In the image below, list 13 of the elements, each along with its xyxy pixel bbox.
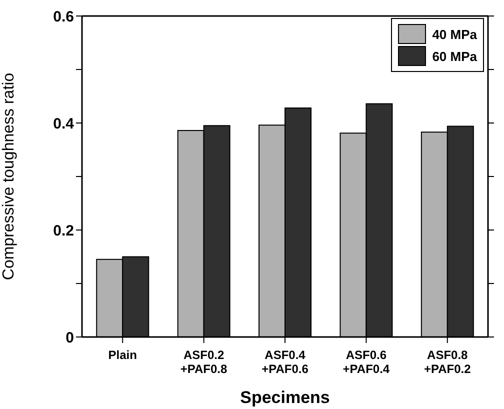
y-tick-label: 0 [66, 329, 74, 346]
y-tick-label: 0.2 [53, 222, 74, 240]
x-tick-label: ASF0.2 +PAF0.8 [180, 348, 228, 376]
x-tick-label: ASF0.4 +PAF0.6 [262, 348, 309, 376]
y-tick-label: 0.6 [53, 8, 74, 26]
y-axis-title: Compressive toughness ratio [0, 72, 18, 280]
x-tick-label: ASF0.6 +PAF0.4 [342, 348, 390, 376]
x-axis-title: Specimens [240, 388, 330, 407]
legend-label: 40 MPa [432, 26, 477, 42]
legend-label: 60 MPa [432, 48, 477, 64]
x-tick-label: Plain [108, 348, 137, 362]
y-tick-label: 0.4 [53, 115, 75, 132]
x-tick-label: ASF0.8 +PAF0.2 [424, 348, 472, 376]
